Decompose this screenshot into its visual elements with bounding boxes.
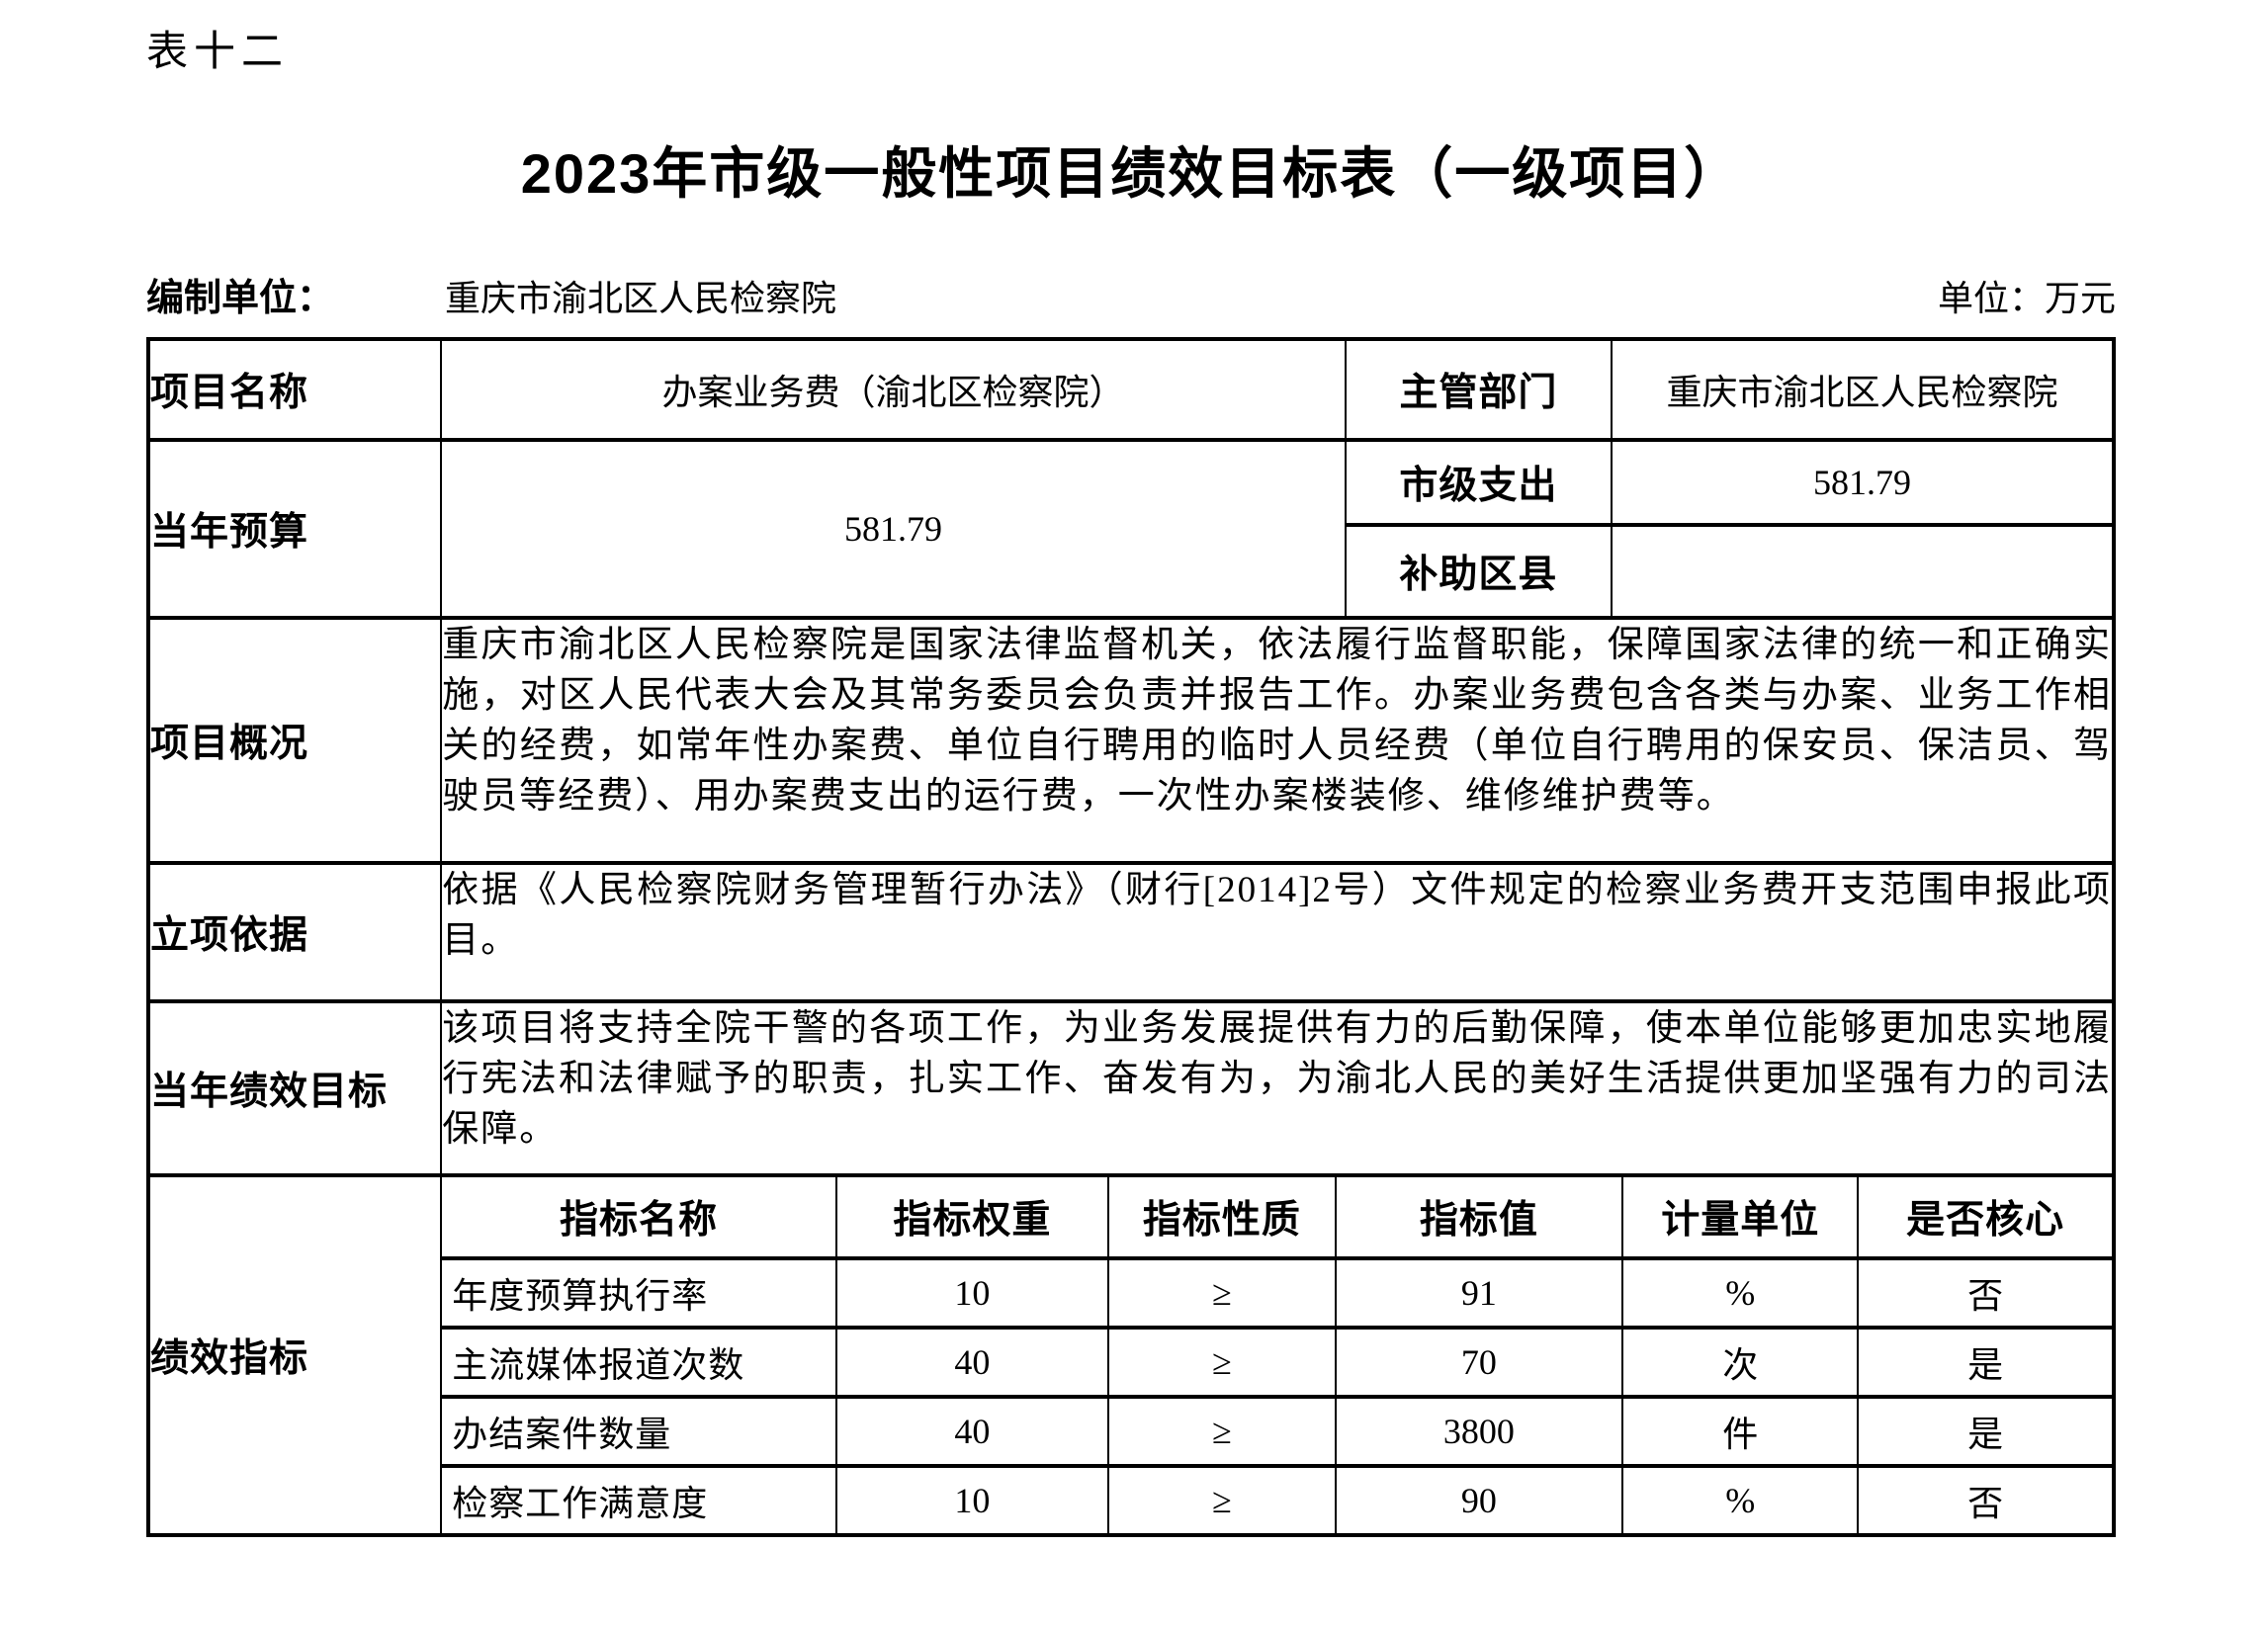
goal-label: 当年绩效目标 [146,999,443,1177]
row-project-name: 项目名称 办案业务费（渝北区检察院） 主管部门 重庆市渝北区人民检察院 [146,337,2115,442]
overview-text: 重庆市渝北区人民检察院是国家法律监督机关，依法履行监督职能，保障国家法律的统一和… [440,616,2115,865]
indicators-table: 指标名称 指标权重 指标性质 指标值 计量单位 是否核心 年度预算执行率 10 [443,1179,2112,1531]
row-basis: 立项依据 依据《人民检察院财务管理暂行办法》（财行[2014]2号）文件规定的检… [146,861,2115,1003]
row-budget-city: 当年预算 581.79 市级支出 581.79 [146,438,2115,620]
indicator-nature: ≥ [1107,1395,1337,1468]
indicator-header-nature: 指标性质 [1107,1179,1337,1260]
indicator-unit: % [1621,1256,1860,1330]
prepared-by: 编制单位： 重庆市渝北区人民检察院 [146,267,836,321]
row-indicators: 绩效指标 [146,1173,2115,1537]
indicator-nature: ≥ [1107,1464,1337,1531]
overview-label: 项目概况 [146,616,443,865]
indicator-row: 检察工作满意度 10 ≥ 90 % 否 [443,1464,2112,1531]
indicator-unit: 次 [1621,1326,1860,1399]
indicator-header-value: 指标值 [1334,1179,1624,1260]
budget-label: 当年预算 [146,438,443,620]
project-name-label: 项目名称 [146,337,443,442]
indicator-value: 3800 [1334,1395,1624,1468]
prepared-by-label: 编制单位： [146,278,335,319]
row-budget-subsidy: 补助区县 [148,523,2115,620]
indicator-weight: 40 [834,1326,1110,1399]
goal-text: 该项目将支持全院干警的各项工作，为业务发展提供有力的后勤保障，使本单位能够更加忠… [440,999,2115,1177]
row-overview: 项目概况 重庆市渝北区人民检察院是国家法律监督机关，依法履行监督职能，保障国家法… [146,616,2115,865]
subsidy-label: 补助区县 [1344,523,1614,620]
indicator-header-weight: 指标权重 [834,1179,1110,1260]
indicator-core: 是 [1857,1326,2112,1399]
indicators-cell: 指标名称 指标权重 指标性质 指标值 计量单位 是否核心 年度预算执行率 10 [440,1173,2115,1537]
indicator-value: 90 [1334,1464,1624,1531]
indicator-name: 年度预算执行率 [443,1256,837,1330]
basis-label: 立项依据 [146,861,443,1003]
indicator-name: 办结案件数量 [443,1395,837,1468]
indicator-value: 91 [1334,1256,1624,1330]
subsidy-value [1611,523,2115,620]
indicator-value: 70 [1334,1326,1624,1399]
indicator-name: 检察工作满意度 [443,1464,837,1531]
dept-value: 重庆市渝北区人民检察院 [1611,337,2115,442]
table-number: 表十二 [146,30,290,75]
city-expense-value: 581.79 [1611,438,2115,527]
indicator-row: 主流媒体报道次数 40 ≥ 70 次 是 [443,1326,2112,1399]
indicator-core: 否 [1857,1464,2112,1531]
indicator-header-unit: 计量单位 [1621,1179,1860,1260]
budget-value: 581.79 [440,438,1347,620]
indicators-label: 绩效指标 [146,1173,443,1537]
indicator-nature: ≥ [1107,1326,1337,1399]
indicator-nature: ≥ [1107,1256,1337,1330]
indicator-row: 办结案件数量 40 ≥ 3800 件 是 [443,1395,2112,1468]
basis-text: 依据《人民检察院财务管理暂行办法》（财行[2014]2号）文件规定的检察业务费开… [440,861,2115,1003]
prepared-by-value: 重庆市渝北区人民检察院 [445,279,837,318]
indicator-row: 年度预算执行率 10 ≥ 91 % 否 [443,1256,2112,1330]
page-title: 2023年市级一般性项目绩效目标表（一级项目） [520,142,1742,205]
indicator-weight: 10 [834,1464,1110,1531]
indicator-unit: 件 [1621,1395,1860,1468]
city-expense-label: 市级支出 [1344,438,1614,527]
indicator-core: 是 [1857,1395,2112,1468]
indicator-weight: 40 [834,1395,1110,1468]
indicator-name: 主流媒体报道次数 [443,1326,837,1399]
unit-note: 单位：万元 [1937,279,2116,318]
meta-row: 编制单位： 重庆市渝北区人民检察院 单位：万元 [146,267,2116,321]
row-goal: 当年绩效目标 该项目将支持全院干警的各项工作，为业务发展提供有力的后勤保障，使本… [146,999,2115,1177]
project-name-value: 办案业务费（渝北区检察院） [440,337,1347,442]
indicator-unit: % [1621,1464,1860,1531]
indicator-core: 否 [1857,1256,2112,1330]
dept-label: 主管部门 [1344,337,1614,442]
indicator-header-name: 指标名称 [443,1179,837,1260]
indicators-header-row: 指标名称 指标权重 指标性质 指标值 计量单位 是否核心 [443,1179,2112,1260]
performance-target-table: 项目名称 办案业务费（渝北区检察院） 主管部门 重庆市渝北区人民检察院 当年预算… [146,337,2116,1537]
indicator-header-core: 是否核心 [1857,1179,2112,1260]
indicator-weight: 10 [834,1256,1110,1330]
